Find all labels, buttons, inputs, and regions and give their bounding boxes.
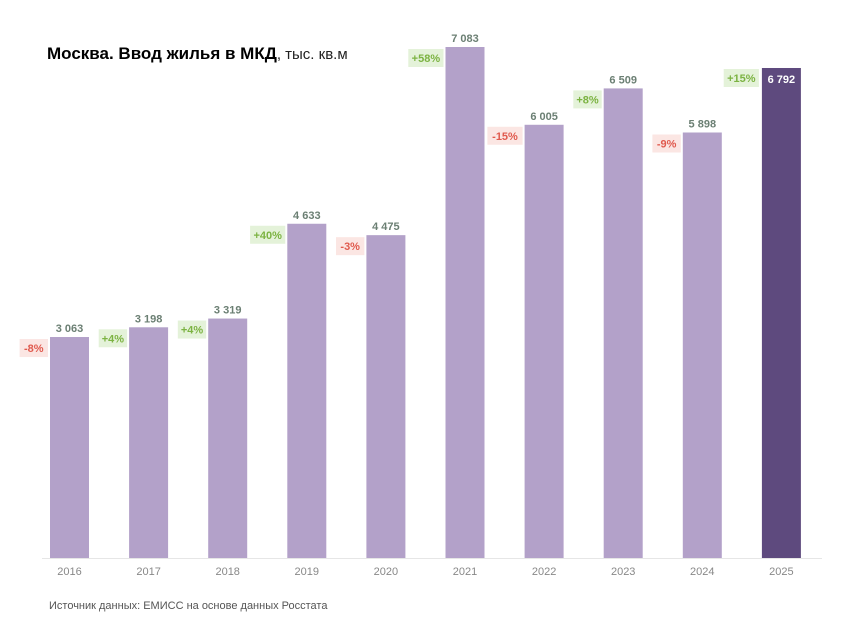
bar-2019 bbox=[287, 223, 327, 558]
x-tick-label: 2021 bbox=[453, 566, 477, 578]
bar-2025 bbox=[761, 67, 801, 558]
change-badge-label: -3% bbox=[340, 241, 360, 253]
bar-2021 bbox=[445, 47, 485, 558]
bar-2024 bbox=[682, 132, 722, 558]
value-label: 3 198 bbox=[135, 313, 163, 325]
change-badge-bg bbox=[652, 134, 681, 153]
change-badge-bg bbox=[98, 329, 128, 348]
value-label: 3 319 bbox=[214, 305, 242, 317]
change-badge-bg bbox=[19, 339, 48, 358]
change-badge-bg bbox=[177, 320, 207, 339]
change-badge-bg bbox=[487, 126, 523, 145]
change-badge-label: +15% bbox=[727, 73, 756, 85]
change-badge-label: +4% bbox=[102, 333, 125, 345]
change-badge-bg bbox=[336, 237, 365, 256]
chart-title: Москва. Ввод жилья в МКД, тыс. кв.м bbox=[47, 44, 348, 64]
change-badge-bg bbox=[723, 68, 759, 87]
value-label: 6 792 bbox=[768, 74, 796, 86]
bar-2023 bbox=[603, 88, 643, 558]
bar-2020 bbox=[366, 235, 406, 558]
change-badge-label: -15% bbox=[492, 131, 518, 143]
value-label: 4 633 bbox=[293, 210, 321, 222]
value-label: 7 083 bbox=[451, 33, 479, 45]
x-tick-label: 2017 bbox=[136, 566, 160, 578]
x-tick-label: 2016 bbox=[57, 566, 81, 578]
change-badge-bg bbox=[573, 90, 602, 109]
x-tick-label: 2025 bbox=[769, 566, 793, 578]
bar-2016 bbox=[50, 337, 89, 558]
x-tick-label: 2023 bbox=[611, 566, 635, 578]
change-badge-label: +8% bbox=[576, 94, 599, 106]
change-badge-bg bbox=[250, 225, 286, 244]
change-badge-label: +58% bbox=[412, 53, 441, 65]
bar-chart: 2016 3 063 -8% 2017 3 198 +4% 2018 3 319 +4% 2019… bbox=[19, 33, 822, 578]
change-badge-label: +4% bbox=[181, 325, 204, 337]
chart-title-main: Москва. Ввод жилья в МКД bbox=[47, 44, 277, 63]
x-tick-label: 2024 bbox=[690, 566, 714, 578]
value-label: 4 475 bbox=[372, 221, 400, 233]
change-badge-label: +40% bbox=[253, 230, 282, 242]
change-badge-bg bbox=[408, 49, 444, 67]
source-note: Источник данных: ЕМИСС на основе данных … bbox=[49, 600, 328, 612]
change-badge-label: -8% bbox=[24, 343, 44, 355]
change-badge-label: -9% bbox=[657, 138, 677, 150]
value-label: 3 063 bbox=[56, 323, 84, 335]
value-label: 6 509 bbox=[609, 74, 637, 86]
value-label: 5 898 bbox=[689, 118, 717, 130]
value-label: 6 005 bbox=[530, 111, 558, 123]
chart-title-unit: , тыс. кв.м bbox=[276, 46, 348, 63]
x-tick-label: 2018 bbox=[215, 566, 239, 578]
bar-2022 bbox=[524, 124, 564, 558]
bar-2017 bbox=[129, 327, 169, 558]
x-tick-label: 2019 bbox=[295, 566, 319, 578]
bar-2018 bbox=[208, 318, 248, 558]
x-tick-label: 2022 bbox=[532, 566, 556, 578]
x-tick-label: 2020 bbox=[374, 566, 398, 578]
